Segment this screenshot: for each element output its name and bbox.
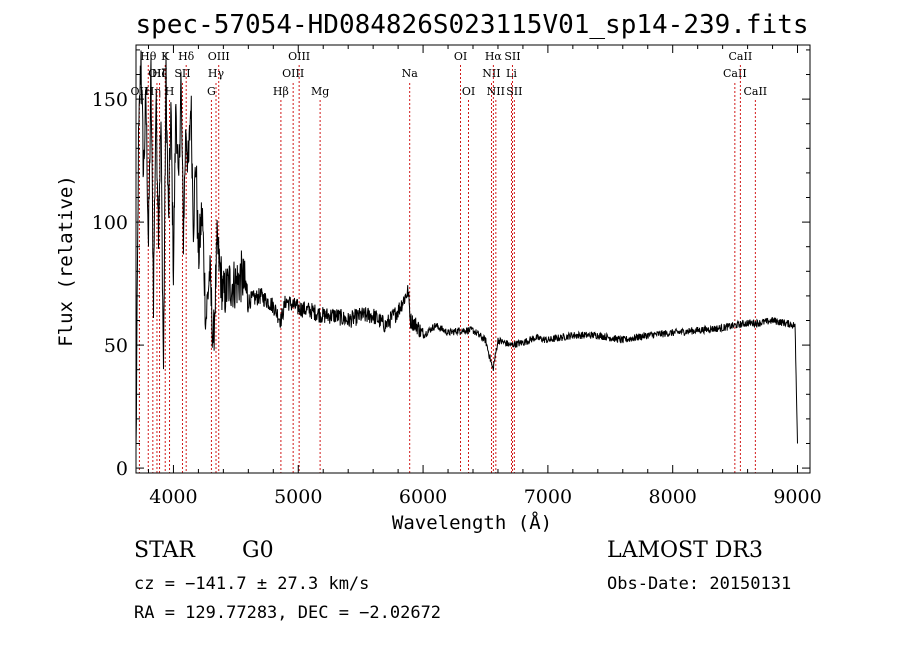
redshift-velocity: cz = −141.7 ± 27.3 km/s [134,574,370,594]
survey-name: LAMOST DR3 [607,538,763,563]
spectral-line-label: SII [506,85,522,98]
spectral-line-label: G [207,85,216,98]
spectral-line-label: OI [454,50,467,63]
coordinates: RA = 129.77283, DEC = −2.02672 [134,603,442,623]
x-tick-label: 4000 [149,486,197,508]
spectral-line-label: Hα [485,50,503,63]
object-class: STAR [134,538,195,563]
spectral-line-label: OIII [288,50,310,63]
y-tick-label: 50 [104,335,128,357]
y-tick-label: 150 [92,89,128,111]
spectrum-series [135,50,798,448]
spectral-line-label: Hζ [152,67,168,80]
axes: 4000 5000 6000 7000 8000 9000 0 50 100 150 [92,45,822,508]
y-tick-label: 100 [92,212,128,234]
observation-date: Obs-Date: 20150131 [607,574,792,594]
spectral-line-label: OII [148,67,166,80]
spectral-line-label: Li [506,67,517,80]
x-tick-label: 6000 [399,486,447,508]
chart-title: spec-57054-HD084826S023115V01_sp14-239.f… [135,10,808,40]
spectral-line-label: CaII [723,67,747,80]
y-axis-label: Flux (relative) [55,175,77,347]
spectral-line-label: CaII [729,50,753,63]
spectral-line-label: SII [174,67,190,80]
y-tick-label: 0 [116,458,128,480]
spectral-line-label: OI [462,85,475,98]
spectral-line-label: OII [131,85,149,98]
spectral-line-label: OIII [282,67,304,80]
spectral-line-label: OIII [208,50,230,63]
spectral-line-label: CaII [743,85,767,98]
spectral-line-label: SII [504,50,520,63]
x-tick-label: 5000 [274,486,322,508]
object-subclass: G0 [242,538,274,563]
plot-frame [135,44,811,474]
spectrum-line [135,50,798,448]
spectral-line-label: Hθ [140,50,157,63]
spectral-line-label: Hδ [178,50,195,63]
x-axis-label: Wavelength (Å) [392,511,552,534]
spectral-line-label: Hγ [208,67,225,80]
spectral-line-label: NII [482,67,500,80]
x-tick-label: 8000 [649,486,697,508]
spectral-line-label: Hη [145,85,161,98]
spectral-line-label: NII [487,85,505,98]
spectral-line-label: Hβ [273,85,289,98]
x-tick-label: 9000 [773,486,821,508]
spectral-line-label: Mg [311,85,329,98]
spectral-line-label: H [165,85,175,98]
line-markers: OIIHθHηOIIHζKHSIIHδGHγOIIIHβOIIIOIIIMgNa… [131,50,767,473]
x-tick-label: 7000 [524,486,572,508]
spectral-line-label: Na [402,67,419,80]
